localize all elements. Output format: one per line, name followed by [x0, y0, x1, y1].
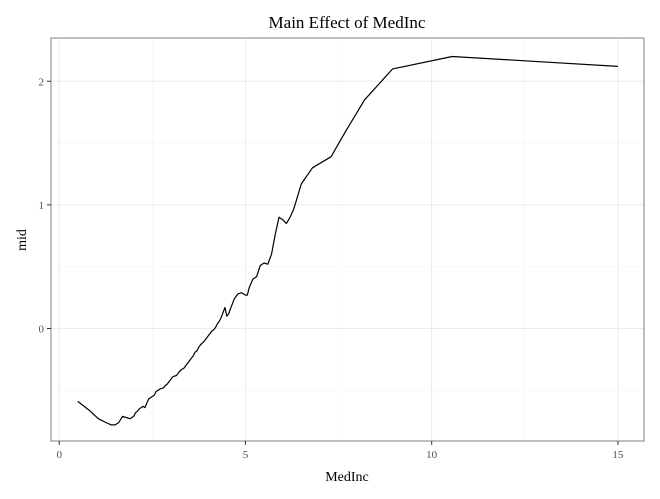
grid — [51, 38, 644, 441]
x-tick-label: 10 — [426, 449, 438, 461]
x-tick-label: 5 — [243, 449, 249, 461]
y-tick-label: 0 — [39, 324, 45, 336]
x-tick-label: 0 — [56, 449, 62, 461]
y-tick-label: 1 — [39, 200, 45, 212]
chart-title: Main Effect of MedInc — [269, 13, 426, 32]
series-line — [77, 55, 618, 426]
series-group — [77, 55, 618, 426]
plot-panel — [50, 37, 645, 442]
x-axis-label: MedInc — [325, 470, 369, 485]
y-tick-label: 2 — [39, 76, 45, 88]
x-tick-label: 15 — [612, 449, 624, 461]
y-axis-label: mid — [15, 229, 30, 251]
axis-ticks: 0 5 10 15 0 1 2 — [39, 76, 624, 461]
